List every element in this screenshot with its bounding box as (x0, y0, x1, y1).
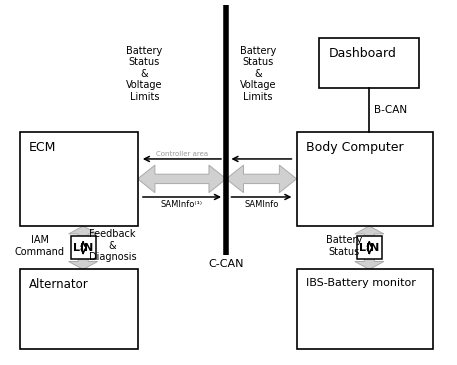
Bar (71, 236, 96, 260)
Text: IBS-Battery monitor: IBS-Battery monitor (306, 278, 415, 288)
Text: Alternator: Alternator (29, 278, 88, 292)
Bar (20, 132, 138, 226)
Text: Battery
Status: Battery Status (326, 235, 362, 257)
Text: C-CAN: C-CAN (208, 259, 244, 269)
Polygon shape (355, 226, 384, 269)
Bar (357, 236, 382, 260)
Polygon shape (138, 165, 226, 193)
Bar (297, 269, 433, 349)
Bar (319, 38, 419, 88)
Polygon shape (226, 165, 297, 193)
Text: LIN: LIN (73, 243, 93, 253)
Text: Battery
Status
&
Voltage
Limits: Battery Status & Voltage Limits (240, 46, 276, 102)
Bar (297, 132, 433, 226)
Text: B-CAN: B-CAN (374, 105, 407, 115)
Text: SAMInfo: SAMInfo (244, 200, 279, 209)
Text: Feedback
&
Diagnosis: Feedback & Diagnosis (89, 229, 137, 262)
Text: SAMInfo⁽¹⁾: SAMInfo⁽¹⁾ (161, 200, 203, 209)
Text: Battery
Status
&
Voltage
Limits: Battery Status & Voltage Limits (126, 46, 163, 102)
Text: IAM
Command: IAM Command (15, 235, 65, 257)
Text: Body Computer: Body Computer (306, 141, 404, 154)
Polygon shape (69, 226, 98, 269)
Text: Dashboard: Dashboard (329, 47, 396, 59)
Text: ECM: ECM (29, 141, 56, 154)
Text: LIN: LIN (359, 243, 379, 253)
Bar (20, 269, 138, 349)
Text: Controller area: Controller area (156, 151, 208, 157)
